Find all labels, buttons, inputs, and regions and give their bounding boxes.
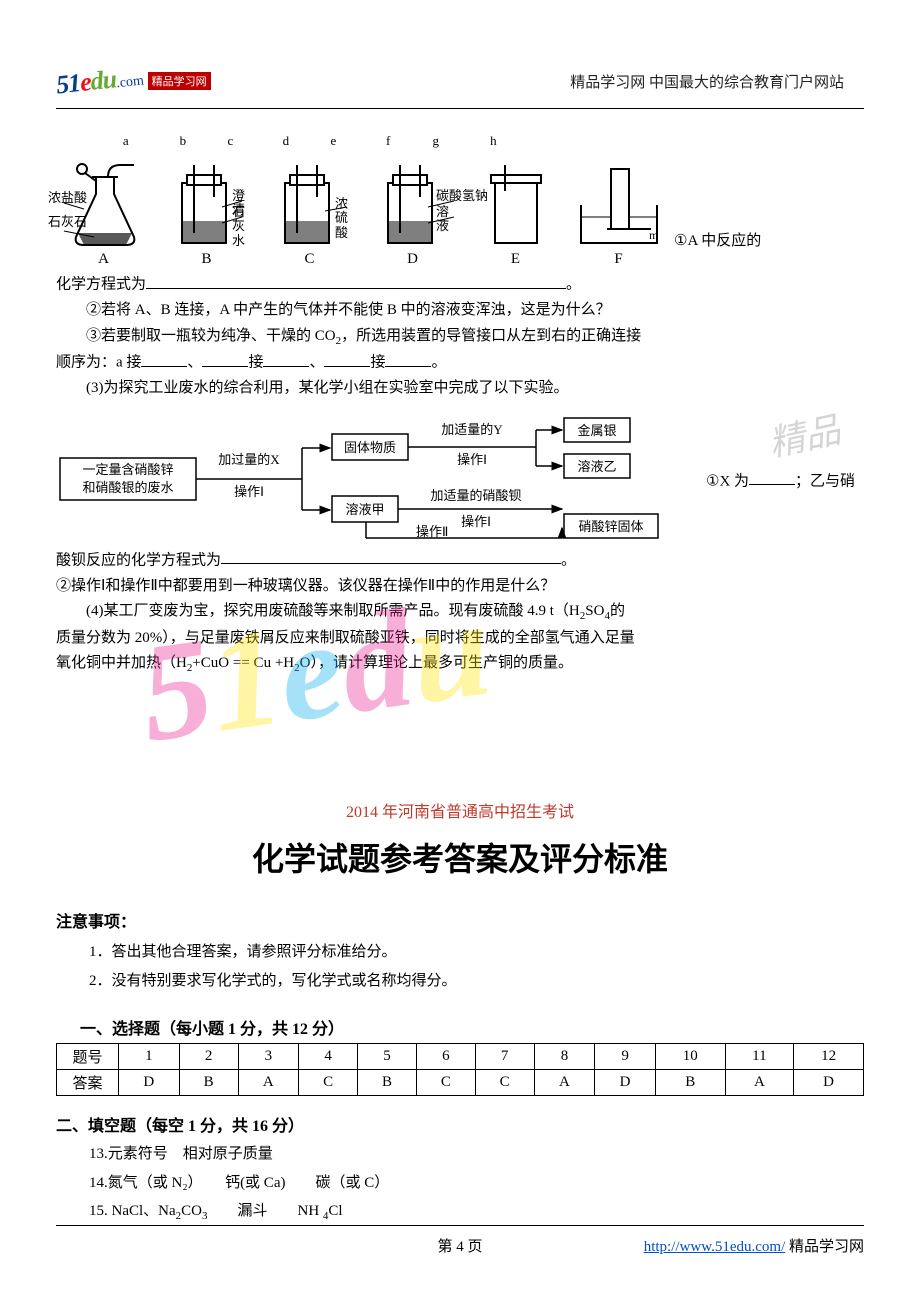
- svg-text:和硝酸银的废水: 和硝酸银的废水: [82, 480, 173, 495]
- port-g: g: [432, 133, 439, 149]
- p4-line2: 质量分数为 20%），与足量废铁屑反应来制取硫酸亚铁，同时将生成的全部氢气通入足…: [56, 626, 864, 652]
- page-footer: 第 4 页 http://www.51edu.com/ 精品学习网: [56, 1235, 864, 1256]
- p-3: (3)为探究工业废水的综合利用，某化学小组在实验室中完成了以下实验。: [56, 376, 864, 402]
- blank-3: [263, 350, 309, 367]
- blank-1: [141, 350, 187, 367]
- process-flowchart-icon: 一定量含硝酸锌 和硝酸银的废水 加过量的X 操作Ⅰ 固体物质 溶液甲 加适量的Y…: [56, 416, 696, 544]
- label-nongliusuan: 浓硫酸: [335, 197, 352, 240]
- letter-a: A: [98, 251, 109, 268]
- flowchart-diagram: 一定量含硝酸锌 和硝酸银的废水 加过量的X 操作Ⅰ 固体物质 溶液甲 加适量的Y…: [56, 416, 864, 544]
- exam-year-line: 2014 年河南省普通高中招生考试: [56, 798, 864, 822]
- apparatus-f: m F: [571, 149, 666, 268]
- th-num: 题号: [57, 1044, 119, 1070]
- letter-c: C: [304, 251, 314, 268]
- p-chem-eq-label: 化学方程式为: [56, 277, 146, 293]
- letter-e: E: [511, 251, 520, 268]
- page-header: 51edu.com 精品学习网 精品学习网 中国最大的综合教育门户网站: [56, 60, 864, 102]
- table-row-answers: 答案 DBACBCCADBAD: [57, 1070, 864, 1096]
- svg-text:操作Ⅱ: 操作Ⅱ: [416, 524, 448, 539]
- svg-text:加过量的X: 加过量的X: [218, 452, 280, 467]
- flow-q1-suffix: ①X 为；乙与硝: [706, 469, 855, 491]
- svg-text:固体物质: 固体物质: [344, 440, 396, 455]
- label-rongye: 溶液: [436, 205, 455, 234]
- svg-text:操作Ⅰ: 操作Ⅰ: [234, 484, 264, 499]
- page-number: 第 4 页: [56, 1235, 864, 1256]
- table-row-nums: 题号 123456789101112: [57, 1044, 864, 1070]
- svg-text:加适量的硝酸钡: 加适量的硝酸钡: [430, 488, 521, 503]
- header-divider: [56, 108, 864, 109]
- site-logo: 51edu.com 精品学习网: [56, 60, 216, 102]
- p-chem-eq-line: 化学方程式为。: [56, 272, 864, 298]
- p-glass: ②操作Ⅰ和操作Ⅱ中都要用到一种玻璃仪器。该仪器在操作Ⅱ中的作用是什么？: [56, 574, 864, 600]
- port-b: b: [180, 133, 187, 149]
- svg-text:操作Ⅰ: 操作Ⅰ: [461, 514, 491, 529]
- p-q3-a: ③若要制取一瓶较为纯净、干燥的 CO2，所选用装置的导管接口从左到右的正确连接: [56, 324, 864, 351]
- blank-ba-eq: [221, 548, 561, 565]
- svg-text:操作Ⅰ: 操作Ⅰ: [457, 452, 487, 467]
- svg-text:溶液甲: 溶液甲: [345, 502, 384, 517]
- blank-chem-eq: [146, 272, 566, 289]
- apparatus-d: fg 碳酸氢钠 溶液 D: [365, 133, 460, 268]
- q1-suffix-text: ①A 中反应的: [674, 229, 761, 268]
- p-q3-c: 顺序为：a 接、接、接。: [56, 350, 864, 376]
- port-f: f: [386, 133, 390, 149]
- apparatus-diagram-row: a 浓盐酸 石灰石 A b c: [56, 133, 864, 268]
- label-shihuishi: 石灰石: [48, 215, 87, 229]
- svg-text:金属银: 金属银: [577, 423, 616, 438]
- fill-14: 14.氮气（或 N₂） 钙(或 Ca) 碳（或 C）: [89, 1169, 864, 1198]
- apparatus-b: bc 澄清 石灰水 B: [159, 133, 254, 268]
- notice-header: 注意事项：: [56, 908, 864, 932]
- notice-list: 1．答出其他合理答案，请参照评分标准给分。 2．没有特别要求写化学式的，写化学式…: [56, 938, 864, 995]
- section-1-header: 一、选择题（每小题 1 分，共 12 分）: [56, 1015, 864, 1039]
- fill-15: 15. NaCl、Na2CO3 漏斗 NH 4Cl: [89, 1197, 864, 1227]
- header-slogan: 精品学习网 中国最大的综合教育门户网站: [570, 71, 844, 92]
- logo-tag: 精品学习网: [148, 72, 211, 90]
- letter-f: F: [614, 251, 622, 268]
- jar-e-icon: [481, 161, 551, 249]
- blank-x: [749, 469, 795, 486]
- svg-text:硝酸锌固体: 硝酸锌固体: [578, 519, 643, 534]
- label-shihuishui: 石灰水: [232, 205, 249, 248]
- fill-13: 13.元素符号 相对原子质量: [89, 1140, 864, 1169]
- answers-main-title: 化学试题参考答案及评分标准: [56, 834, 864, 880]
- label-nongyansuan: 浓盐酸: [48, 191, 87, 205]
- p-q2: ②若将 A、B 连接，A 中产生的气体并不能使 B 中的溶液变浑浊，这是为什么？: [56, 298, 864, 324]
- p4-line3: 氧化铜中并加热（H2+CuO == Cu +H2O），请计算理论上最多可生产铜的…: [56, 651, 864, 678]
- section-2-header: 二、填空题（每空 1 分，共 16 分）: [56, 1112, 864, 1136]
- svg-text:m: m: [649, 228, 659, 242]
- blank-2: [202, 350, 248, 367]
- svg-text:一定量含硝酸锌: 一定量含硝酸锌: [82, 462, 173, 477]
- apparatus-c: d e 浓硫酸 C: [262, 133, 357, 268]
- apparatus-a: a 浓盐酸 石灰石 A: [56, 133, 151, 268]
- p4-line1: (4)某工厂变废为宝，探究用废硫酸等来制取所需产品。现有废硫酸 4.9 t（H2…: [56, 599, 864, 626]
- footer-divider: [56, 1225, 864, 1226]
- svg-text:溶液乙: 溶液乙: [577, 459, 616, 474]
- svg-text:加适量的Y: 加适量的Y: [441, 422, 503, 437]
- p-after-flow: 酸钡反应的化学方程式为。: [56, 548, 864, 574]
- blank-5: [385, 350, 431, 367]
- trough-f-icon: m: [575, 161, 663, 249]
- th-ans: 答案: [57, 1070, 119, 1096]
- blank-4: [324, 350, 370, 367]
- port-e: e: [331, 133, 337, 149]
- notice-2: 2．没有特别要求写化学式的，写化学式或名称均得分。: [89, 967, 864, 996]
- label-tansuanqingna: 碳酸氢钠: [436, 189, 488, 203]
- port-c: c: [228, 133, 234, 149]
- letter-b: B: [201, 251, 211, 268]
- notice-1: 1．答出其他合理答案，请参照评分标准给分。: [89, 938, 864, 967]
- port-h: h: [490, 133, 497, 149]
- choice-answer-table: 题号 123456789101112 答案 DBACBCCADBAD: [56, 1043, 864, 1096]
- port-a: a: [123, 133, 129, 149]
- letter-d: D: [407, 251, 418, 268]
- port-d: d: [283, 133, 290, 149]
